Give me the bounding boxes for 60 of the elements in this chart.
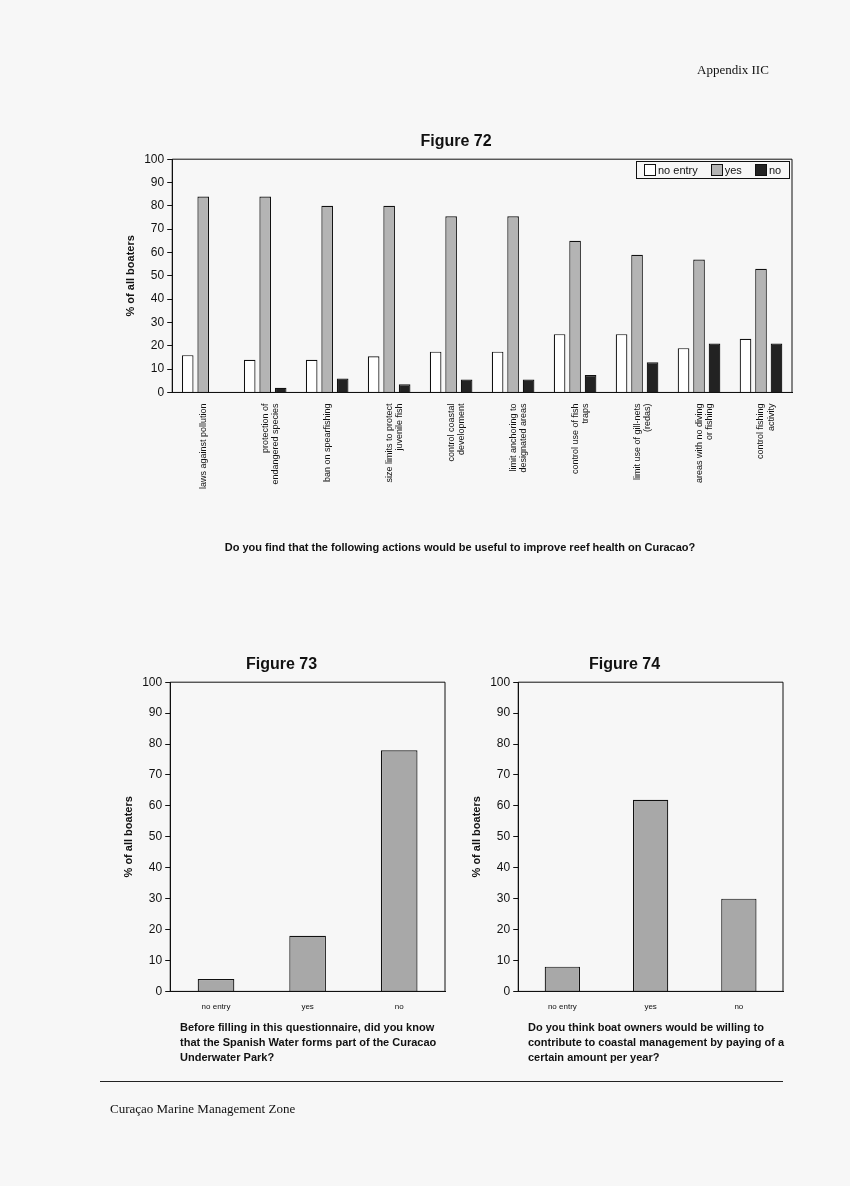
y-tick-label: 100: [490, 674, 511, 689]
y-tick-label: 20: [150, 338, 165, 353]
x-tick-label: yes: [301, 1002, 314, 1012]
y-tick-label: 40: [150, 291, 165, 306]
y-tick-label: 90: [148, 705, 163, 720]
y-axis-title: % of all boaters: [469, 796, 482, 878]
y-tick-label: 60: [496, 798, 511, 813]
x-axis-title: Do you think boat owners would be willing to contribute to coastal management by paying of a certain amount per year?: [528, 1020, 786, 1065]
y-tick-label: 70: [148, 767, 163, 782]
y-tick-label: 40: [148, 860, 163, 875]
y-tick-label: 20: [148, 921, 163, 936]
y-tick-label: 80: [150, 198, 165, 213]
y-tick-label: 60: [148, 798, 163, 813]
x-tick-label: size limits to protect juvenile fish: [383, 402, 405, 483]
x-tick-label: laws against pollution: [197, 403, 208, 490]
y-tick-label: 10: [496, 952, 511, 967]
y-tick-label: 0: [157, 384, 165, 399]
x-tick-label: no entry: [201, 1002, 231, 1012]
x-tick-label: control use of fish traps: [569, 402, 591, 474]
y-tick-label: 30: [150, 314, 165, 329]
y-tick-label: 70: [496, 767, 511, 782]
x-tick-label: no: [734, 1002, 744, 1012]
x-tick-label: areas with no diving or fishing: [693, 403, 715, 483]
y-tick-label: 30: [496, 890, 511, 905]
chart-title: Figure 73: [245, 655, 318, 673]
y-tick-label: 20: [496, 921, 511, 936]
text: Curaçao Marine Management Zone: [110, 1101, 296, 1117]
legend-label: yes: [724, 164, 742, 177]
x-tick-label: ban on spearfishing: [321, 403, 332, 483]
x-tick-label: limit use of gill-nets (redas): [631, 402, 653, 480]
text: Appendix IIC: [697, 62, 769, 78]
chart-title: Figure 74: [588, 655, 661, 673]
x-axis-title: Do you find that the following actions would be useful to improve reef health on Curacao?: [223, 540, 697, 555]
y-tick-label: 50: [496, 829, 511, 844]
y-tick-label: 100: [144, 151, 165, 166]
x-tick-label: no entry: [547, 1002, 577, 1012]
y-axis-title: % of all boaters: [123, 235, 136, 317]
legend-label: no: [768, 164, 782, 177]
x-tick-label: control fishing activity: [755, 402, 777, 459]
y-axis-title: % of all boaters: [121, 796, 134, 878]
chart-title: Figure 72: [420, 132, 492, 150]
y-tick-label: 0: [503, 983, 511, 998]
y-tick-label: 30: [148, 890, 163, 905]
x-tick-label: yes: [644, 1002, 657, 1012]
legend-label: no entry: [658, 164, 698, 177]
x-axis-title: Before filling in this questionnaire, did you know that the Spanish Water forms part of the Curacao Underwater Park?: [180, 1020, 438, 1065]
y-tick-label: 90: [496, 705, 511, 720]
y-tick-label: 100: [142, 674, 163, 689]
y-tick-label: 70: [150, 221, 165, 236]
y-tick-label: 0: [155, 983, 163, 998]
y-tick-label: 50: [150, 268, 165, 283]
y-tick-label: 90: [150, 174, 165, 189]
y-tick-label: 50: [148, 829, 163, 844]
y-tick-label: 40: [496, 860, 511, 875]
y-tick-label: 60: [150, 244, 165, 259]
y-tick-label: 80: [148, 736, 163, 751]
y-tick-label: 10: [148, 952, 163, 967]
y-tick-label: 80: [496, 736, 511, 751]
x-tick-label: no: [394, 1002, 405, 1012]
y-tick-label: 10: [150, 361, 165, 376]
